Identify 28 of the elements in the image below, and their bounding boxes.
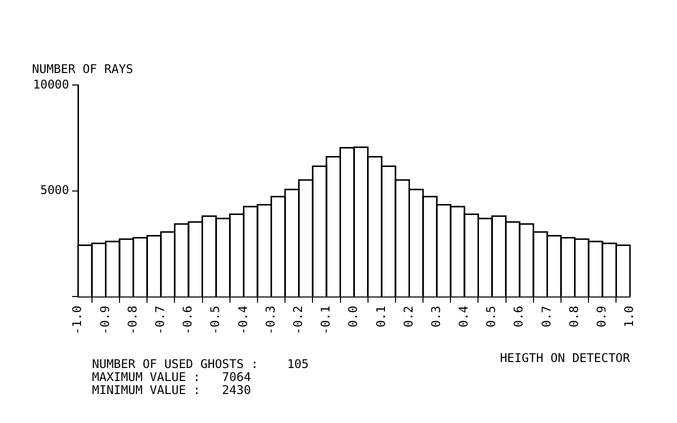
x-tick-label: -0.1 bbox=[318, 306, 333, 335]
text: MAXIMUM VALUE : 7064 bbox=[92, 370, 252, 384]
x-tick-label: 0.7 bbox=[539, 306, 554, 328]
y-tick-label: 5000 bbox=[40, 183, 70, 198]
x-tick-label: 1.0 bbox=[622, 306, 636, 328]
x-tick-label: 0.3 bbox=[428, 306, 443, 328]
x-tick-label: -0.3 bbox=[263, 306, 278, 335]
x-tick-label: -0.5 bbox=[208, 306, 222, 335]
x-tick-label: 0.0 bbox=[346, 306, 360, 328]
x-tick-label: -0.8 bbox=[125, 306, 140, 335]
x-axis-title: HEIGTH ON DETECTOR bbox=[500, 350, 631, 365]
x-tick-label: 0.8 bbox=[566, 306, 581, 328]
x-tick-label: 0.9 bbox=[594, 306, 609, 328]
x-tick-label: -0.6 bbox=[180, 306, 195, 335]
text: NUMBER OF USED GHOSTS : 105 bbox=[92, 357, 309, 371]
x-tick-label: 0.1 bbox=[374, 306, 388, 328]
text: MINIMUM VALUE : 2430 bbox=[92, 383, 252, 397]
x-tick-label: 0.6 bbox=[512, 306, 526, 328]
y-tick-label: 10000 bbox=[33, 77, 70, 92]
x-tick-label: 0.5 bbox=[484, 306, 498, 328]
x-tick-label: -0.4 bbox=[236, 306, 250, 335]
x-tick-label: 0.4 bbox=[456, 306, 471, 328]
x-tick-label: -1.0 bbox=[70, 306, 84, 335]
y-axis-title: NUMBER OF RAYS bbox=[32, 62, 134, 76]
x-tick-label: -0.7 bbox=[153, 306, 168, 335]
x-tick-label: -0.9 bbox=[98, 306, 112, 335]
x-tick-label: -0.2 bbox=[291, 306, 305, 335]
x-tick-label: 0.2 bbox=[401, 306, 416, 328]
